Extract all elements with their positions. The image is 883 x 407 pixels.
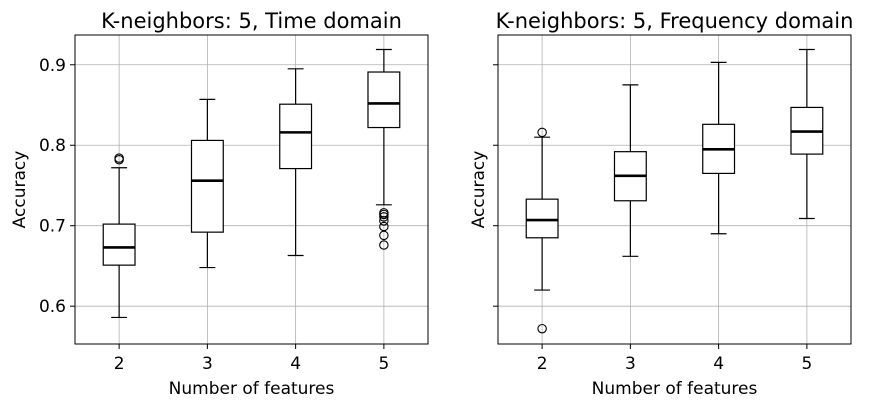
box-iqr (525, 198, 559, 239)
box-iqr (102, 223, 136, 266)
outlier-point (379, 240, 389, 250)
box-3 (613, 84, 647, 257)
grid (498, 35, 851, 344)
box-5 (367, 48, 401, 250)
box-iqr (367, 71, 401, 129)
chart-title: K-neighbors: 5, Time domain (101, 9, 402, 33)
y-axis-label: Accuracy (10, 151, 30, 229)
axes-frame (497, 34, 852, 345)
x-tick-label: 2 (537, 354, 548, 374)
outlier-point (537, 323, 547, 334)
x-axis-label: Number of features (169, 379, 335, 399)
box-2 (102, 153, 136, 319)
axes-frame (74, 34, 429, 345)
x-tick-label: 3 (202, 354, 213, 374)
box-5 (790, 48, 824, 220)
box-4 (279, 68, 313, 257)
x-tick-label: 4 (713, 354, 724, 374)
y-tick-label: 0.6 (39, 297, 66, 317)
x-tick-label: 5 (801, 354, 812, 374)
box-3 (190, 98, 224, 269)
y-axis-label: Accuracy (469, 151, 489, 229)
chart-title: K-neighbors: 5, Frequency domain (496, 9, 854, 33)
outlier-point (537, 127, 547, 138)
x-axis-label: Number of features (592, 379, 758, 399)
outlier-point (379, 221, 389, 232)
x-tick-label: 5 (378, 354, 389, 374)
outlier-point (379, 212, 389, 222)
x-tick-label: 2 (114, 354, 125, 374)
y-tick-label: 0.7 (39, 217, 66, 237)
outlier-point (379, 208, 389, 218)
box-iqr (279, 103, 313, 170)
x-tick-label: 4 (290, 354, 301, 374)
y-tick-label: 0.9 (39, 56, 66, 76)
outlier-point (114, 153, 124, 163)
box-iqr (190, 139, 224, 233)
chart-panel-2: 2 3 4 5 K-neighbors: 5, Frequency domain Numb… (469, 9, 853, 399)
chart-panel-1: 0.6 0.7 0.8 0.9 2 3 4 5 K-neighbors: 5, Time dom… (10, 9, 429, 399)
x-tick-label: 3 (625, 354, 636, 374)
y-tick-label: 0.8 (39, 136, 66, 156)
box-2 (525, 127, 559, 334)
box-4 (702, 61, 736, 235)
